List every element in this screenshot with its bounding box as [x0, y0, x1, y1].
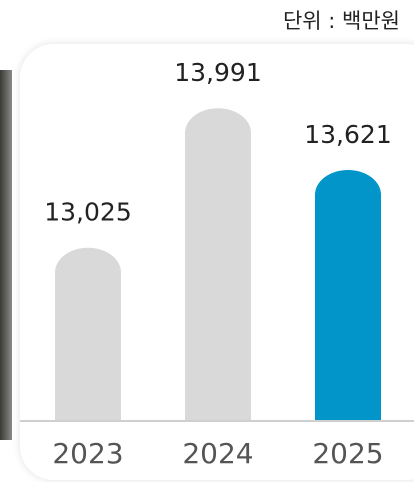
- bar: [55, 248, 121, 420]
- bar: [315, 170, 381, 420]
- value-label: 13,991: [174, 58, 261, 87]
- chart: 단위 : 백만원 13,025 2023 13,991 2024 13,621 2025: [0, 0, 414, 482]
- value-label: 13,025: [44, 197, 131, 226]
- x-tick-label: 2025: [312, 437, 383, 470]
- bar: [185, 108, 251, 420]
- value-label: 13,621: [304, 120, 391, 149]
- x-tick-label: 2024: [182, 437, 253, 470]
- unit-label: 단위 : 백만원: [283, 9, 400, 33]
- side-image: [0, 70, 12, 440]
- page: {"chart_data": {"type": "bar", "unit_lab…: [0, 0, 414, 482]
- x-tick-label: 2023: [52, 437, 123, 470]
